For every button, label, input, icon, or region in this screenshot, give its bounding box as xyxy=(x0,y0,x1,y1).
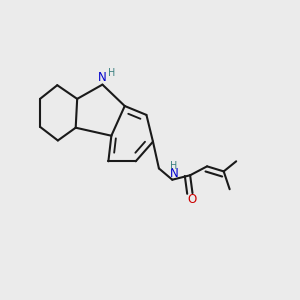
Text: N: N xyxy=(98,71,107,84)
Text: O: O xyxy=(187,193,196,206)
Text: N: N xyxy=(169,167,178,180)
Text: H: H xyxy=(170,161,177,171)
Text: H: H xyxy=(108,68,115,78)
